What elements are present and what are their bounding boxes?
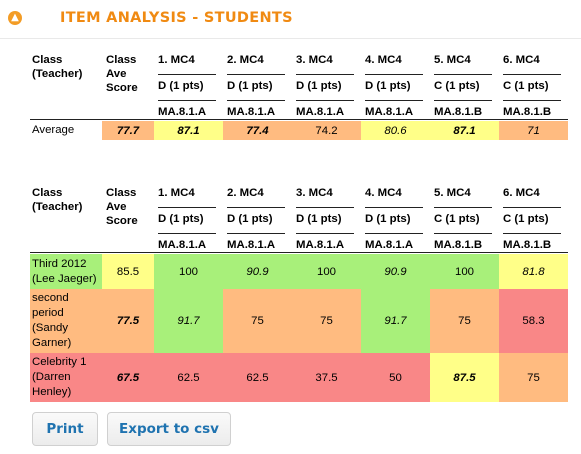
question-header: 1. MC4 D (1 pts) MA.8.1.A <box>154 53 223 120</box>
row-label: Celebrity 1 (Darren Henley) <box>30 353 102 402</box>
score-cell: 81.8 <box>499 254 568 289</box>
ave-score-cell: 77.5 <box>102 289 154 353</box>
question-header: 5. MC4 C (1 pts) MA.8.1.B <box>430 53 499 120</box>
section-header: ▲ ITEM ANALYSIS - STUDENTS <box>0 0 581 39</box>
score-cell: 87.1 <box>430 121 499 140</box>
question-header: 2. MC4 D (1 pts) MA.8.1.A <box>223 186 292 253</box>
question-header: 5. MC4 C (1 pts) MA.8.1.B <box>430 186 499 253</box>
question-header: 4. MC4 D (1 pts) MA.8.1.A <box>361 53 430 120</box>
ave-header: Class Ave Score <box>106 54 138 94</box>
score-cell: 87.5 <box>430 353 499 402</box>
question-header: 3. MC4 D (1 pts) MA.8.1.A <box>292 53 361 120</box>
class-table: Class (Teacher) Class Ave Score 1. MC4 D (1 … <box>30 186 568 402</box>
chevron-up-icon[interactable]: ▲ <box>8 11 22 25</box>
question-header: 2. MC4 D (1 pts) MA.8.1.A <box>223 53 292 120</box>
class-header: Class (Teacher) <box>32 54 83 80</box>
question-header: 4. MC4 D (1 pts) MA.8.1.A <box>361 186 430 253</box>
row-label: Third 2012 (Lee Jaeger) <box>30 254 102 289</box>
class-header: Class (Teacher) <box>32 187 83 213</box>
average-row: Average 77.7 87.1 77.4 74.2 80.6 87.1 71 <box>30 121 568 140</box>
section-title: ITEM ANALYSIS - STUDENTS <box>60 10 293 26</box>
score-cell: 58.3 <box>499 289 568 353</box>
score-cell: 90.9 <box>361 254 430 289</box>
score-cell: 91.7 <box>361 289 430 353</box>
average-table: Class (Teacher) Class Ave Score 1. MC4 D (1 … <box>30 53 568 140</box>
header-row: Class (Teacher) Class Ave Score 1. MC4 D (1 … <box>30 53 568 120</box>
score-cell: 80.6 <box>361 121 430 140</box>
score-cell: 62.5 <box>154 353 223 402</box>
row-label: Average <box>32 124 75 136</box>
table-row: Celebrity 1 (Darren Henley) 67.5 62.5 62.5… <box>30 353 568 402</box>
ave-score-cell: 77.7 <box>102 121 154 140</box>
score-cell: 100 <box>154 254 223 289</box>
score-cell: 75 <box>499 353 568 402</box>
score-cell: 100 <box>430 254 499 289</box>
score-cell: 87.1 <box>154 121 223 140</box>
ave-score-cell: 67.5 <box>102 353 154 402</box>
header-row: Class (Teacher) Class Ave Score 1. MC4 D (1 … <box>30 186 568 253</box>
score-cell: 71 <box>499 121 568 140</box>
score-cell: 100 <box>292 254 361 289</box>
score-cell: 75 <box>292 289 361 353</box>
question-header: 6. MC4 C (1 pts) MA.8.1.B <box>499 186 568 253</box>
table-row: Third 2012 (Lee Jaeger) 85.5 100 90.9 100… <box>30 254 568 289</box>
score-cell: 90.9 <box>223 254 292 289</box>
question-header: 3. MC4 D (1 pts) MA.8.1.A <box>292 186 361 253</box>
export-csv-button[interactable]: Export to csv <box>107 412 231 446</box>
score-cell: 75 <box>430 289 499 353</box>
score-cell: 37.5 <box>292 353 361 402</box>
ave-score-cell: 85.5 <box>102 254 154 289</box>
print-button[interactable]: Print <box>32 412 98 446</box>
score-cell: 74.2 <box>292 121 361 140</box>
score-cell: 75 <box>223 289 292 353</box>
table-row: second period (Sandy Garner) 77.5 91.7 75 7… <box>30 289 568 353</box>
score-cell: 62.5 <box>223 353 292 402</box>
ave-header: Class Ave Score <box>106 187 138 227</box>
question-header: 1. MC4 D (1 pts) MA.8.1.A <box>154 186 223 253</box>
question-header: 6. MC4 C (1 pts) MA.8.1.B <box>499 53 568 120</box>
row-label: second period (Sandy Garner) <box>30 289 102 353</box>
score-cell: 50 <box>361 353 430 402</box>
score-cell: 91.7 <box>154 289 223 353</box>
score-cell: 77.4 <box>223 121 292 140</box>
